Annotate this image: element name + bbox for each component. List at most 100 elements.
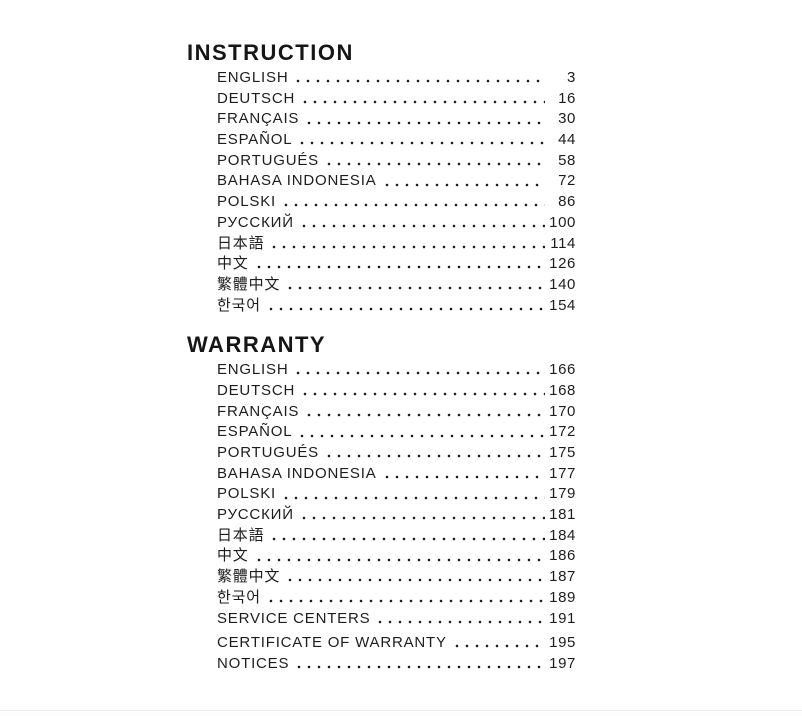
dot-leader: [298, 515, 545, 522]
dot-leader: [451, 643, 545, 650]
toc-entry-page: 191: [549, 609, 576, 627]
dot-leader: [297, 432, 545, 439]
toc-entry-page: 154: [549, 296, 576, 314]
toc-entry-page: 170: [549, 402, 576, 420]
toc-entry-page: 44: [558, 131, 576, 149]
toc-entry: РУССКИЙ 181: [217, 505, 576, 526]
dot-leader: [381, 181, 545, 188]
toc-entry: 日本語 114: [217, 234, 576, 255]
toc-entry-label: 繁體中文: [217, 568, 281, 586]
toc-entry-label: 한국어: [217, 588, 261, 606]
toc-entry-label: NOTICES: [217, 654, 290, 672]
toc-entry: SERVICE CENTERS 191: [217, 609, 576, 630]
toc-entry: PORTUGUÉS 175: [217, 443, 576, 464]
toc-entry: 繁體中文 187: [217, 567, 576, 588]
toc-entry-label: PORTUGUÉS: [217, 444, 319, 461]
toc-entry-page: 58: [558, 151, 576, 169]
toc-entry-page: 179: [549, 485, 576, 503]
toc-entry-page: 189: [549, 588, 576, 606]
toc-entry-label: DEUTSCH: [217, 89, 296, 107]
toc-entry-label: BAHASA INDONESIA: [217, 172, 377, 190]
dot-leader: [265, 305, 545, 312]
toc-entry: PORTUGUÉS 58: [217, 151, 576, 172]
toc-entry: 中文 186: [217, 546, 576, 567]
dot-leader: [281, 494, 545, 501]
toc-entry-label: РУССКИЙ: [217, 506, 294, 524]
dot-leader: [293, 370, 545, 377]
toc-entry-page: 187: [549, 568, 576, 586]
toc-entry-label: 日本語: [217, 234, 265, 252]
toc-entry-page: 175: [549, 444, 576, 461]
toc-entry-label: 繁體中文: [217, 275, 281, 293]
dot-leader: [375, 618, 545, 625]
toc-entry: 한국어 189: [217, 588, 576, 609]
toc-entry: 한국어 154: [217, 296, 576, 317]
toc-entry-page: 172: [549, 423, 576, 441]
toc-entry: DEUTSCH 16: [217, 89, 576, 110]
dot-leader: [304, 119, 545, 126]
toc-entry: ESPAÑOL 172: [217, 422, 576, 443]
toc-entry-page: 186: [549, 547, 576, 565]
dot-leader: [253, 264, 545, 271]
toc-entry: 中文 126: [217, 254, 576, 275]
toc-entry-page: 140: [549, 275, 576, 293]
toc-entry: ENGLISH 166: [217, 360, 576, 381]
toc-entry-page: 16: [558, 89, 576, 107]
toc-entry: 日本語 184: [217, 526, 576, 547]
toc-entry-label: POLSKI: [217, 193, 276, 211]
toc-entry: FRANÇAIS 170: [217, 402, 576, 423]
toc-entry-page: 100: [549, 213, 576, 231]
toc-entry-page: 197: [549, 654, 576, 672]
dot-leader: [323, 453, 545, 460]
toc-entry-page: 126: [549, 255, 576, 273]
toc-entry-page: 30: [558, 110, 576, 128]
section-title: INSTRUCTION: [187, 40, 354, 65]
toc-entry-page: 166: [549, 361, 576, 379]
table-of-contents: INSTRUCTION ENGLISH 3 DEUTSCH 16 FRANÇAIS 30 ES…: [187, 40, 576, 675]
toc-entry-page: 3: [567, 69, 576, 86]
toc-entry-label: DEUTSCH: [217, 381, 296, 399]
dot-leader: [269, 243, 545, 250]
toc-entry-label: CERTIFICATE OF WARRANTY: [217, 634, 447, 652]
dot-leader: [300, 391, 545, 398]
toc-entry-label: ESPAÑOL: [217, 423, 293, 441]
toc-entry-page: 181: [549, 506, 576, 524]
dot-leader: [269, 535, 545, 542]
toc-section-warranty: WARRANTY ENGLISH 166 DEUTSCH 168 FRANÇAIS 170 E…: [187, 332, 576, 674]
dot-leader: [285, 285, 545, 292]
dot-leader: [323, 160, 545, 167]
toc-entry-label: 中文: [217, 255, 249, 273]
toc-entry-label: 中文: [217, 547, 249, 565]
toc-entry: 繁體中文 140: [217, 275, 576, 296]
toc-entry: ESPAÑOL 44: [217, 130, 576, 151]
dot-leader: [253, 556, 545, 563]
toc-entry-label: 日本語: [217, 526, 265, 544]
toc-entry-label: FRANÇAIS: [217, 110, 300, 128]
dot-leader: [304, 411, 545, 418]
page-bottom-edge: [0, 710, 802, 716]
toc-entry: BAHASA INDONESIA 177: [217, 464, 576, 485]
toc-entry: DEUTSCH 168: [217, 381, 576, 402]
toc-entry-label: POLSKI: [217, 485, 276, 503]
dot-leader: [265, 598, 545, 604]
toc-entry-label: ENGLISH: [217, 69, 289, 86]
toc-entry-label: SERVICE CENTERS: [217, 609, 371, 627]
dot-leader: [297, 140, 545, 147]
toc-entry: POLSKI 179: [217, 484, 576, 505]
toc-entry-label: 한국어: [217, 296, 261, 314]
dot-leader: [294, 664, 545, 671]
toc-entry-label: PORTUGUÉS: [217, 151, 319, 169]
toc-entry-label: ENGLISH: [217, 361, 289, 379]
toc-entry: POLSKI 86: [217, 192, 576, 213]
toc-entry-page: 86: [558, 193, 576, 211]
toc-entry: ENGLISH 3: [217, 68, 576, 89]
toc-entry-page: 72: [558, 172, 576, 190]
toc-entry: NOTICES 197: [217, 654, 576, 675]
toc-entry-page: 195: [549, 634, 576, 652]
toc-entry-page: 184: [549, 526, 576, 544]
toc-entry-label: BAHASA INDONESIA: [217, 464, 377, 482]
section-entries: ENGLISH 166 DEUTSCH 168 FRANÇAIS 170 ESPAÑOL 17…: [217, 360, 576, 674]
dot-leader: [281, 202, 545, 209]
toc-entry-label: РУССКИЙ: [217, 213, 294, 231]
toc-entry: CERTIFICATE OF WARRANTY 195: [217, 633, 576, 654]
